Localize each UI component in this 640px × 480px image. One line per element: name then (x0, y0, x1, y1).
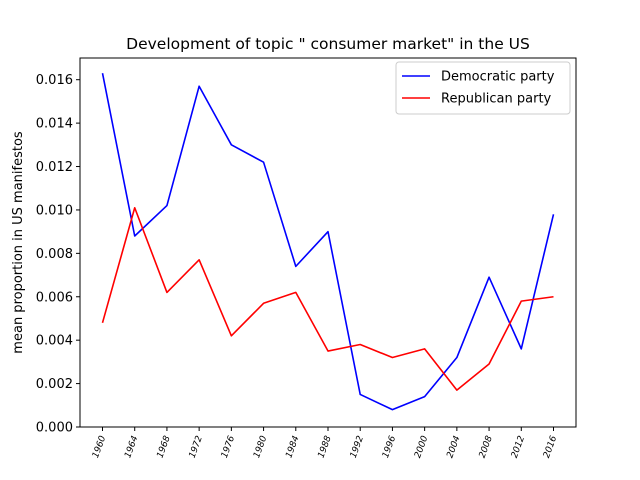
legend-label: Democratic party (441, 70, 555, 85)
y-tick-label: 0.002 (36, 377, 73, 392)
plot-area (80, 58, 576, 427)
series-line-republican (101, 206, 554, 391)
chart-title: Development of topic " consumer market" … (126, 35, 530, 53)
series-lines (101, 73, 555, 411)
y-tick-label: 0.004 (36, 334, 73, 349)
y-tick-label: 0.012 (36, 160, 73, 175)
plot-frame (79, 57, 577, 428)
legend-box (395, 61, 571, 115)
series-line-democratic (101, 73, 555, 411)
y-axis: 0.000 0.002 0.004 0.006 0.008 0.010 0.012 0.014… (36, 73, 80, 436)
y-tick-label: 0.016 (36, 73, 73, 88)
y-tick-label: 0.014 (36, 117, 73, 132)
y-tick-label: 0.008 (36, 247, 73, 262)
y-tick-label: 0.000 (36, 421, 73, 436)
legend: Democratic party Republican party (395, 61, 571, 115)
y-tick-label: 0.010 (36, 203, 73, 218)
y-axis-label: mean proportion in US manifestos (11, 131, 26, 354)
y-tick-label: 0.006 (36, 290, 73, 305)
legend-label: Republican party (441, 92, 552, 107)
